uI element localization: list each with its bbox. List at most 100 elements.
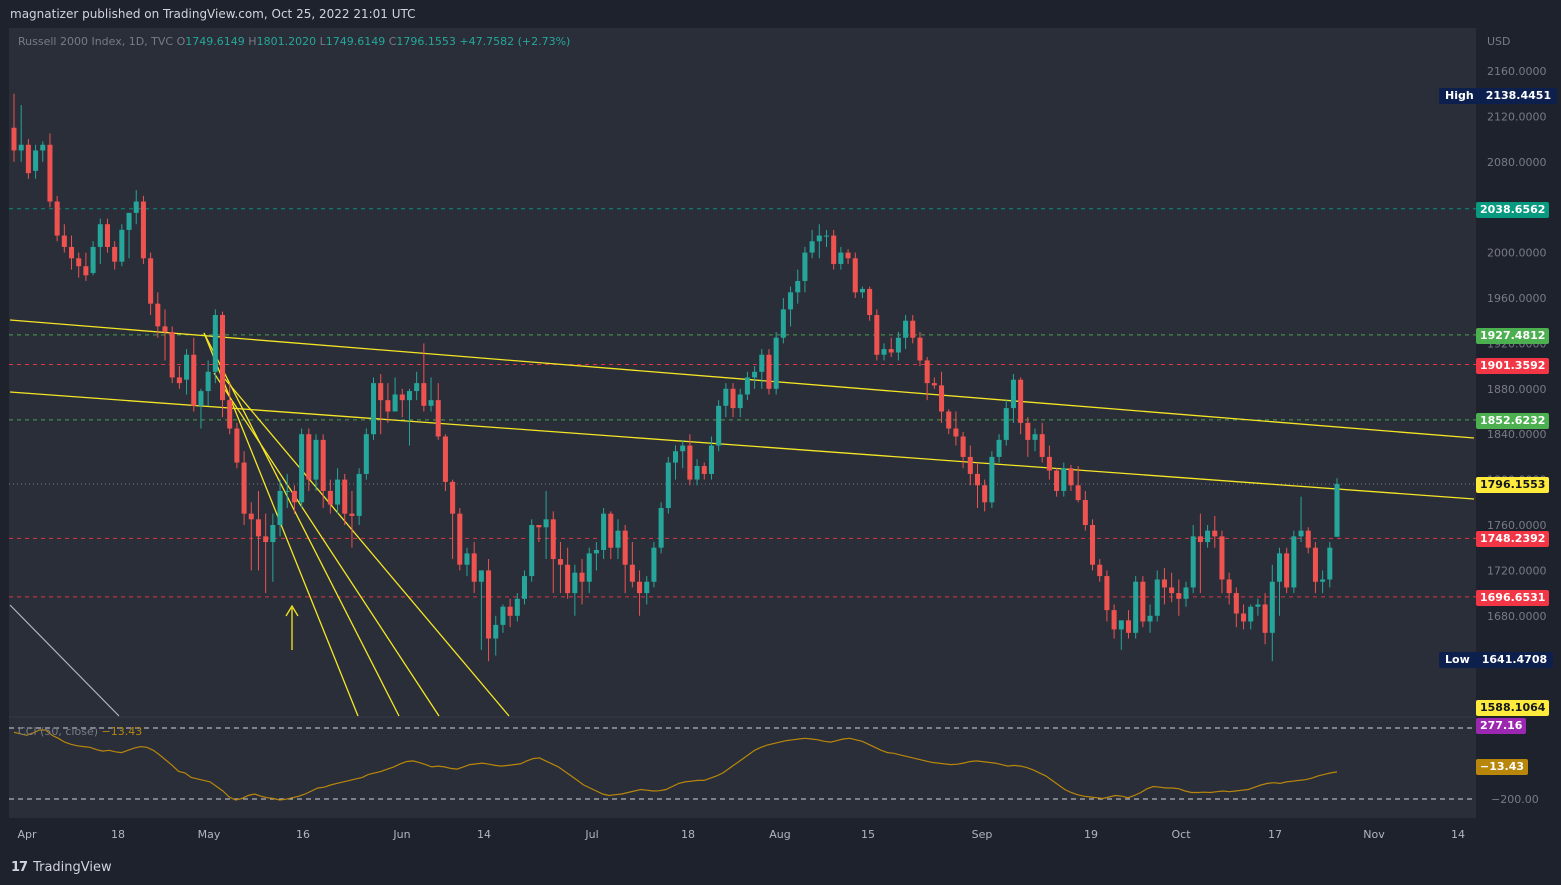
price-tick-label: 1720.0000 <box>1487 564 1547 577</box>
candle-down <box>399 394 405 401</box>
time-tick-label: Oct <box>1171 828 1191 841</box>
footer-bar: 17 TradingView <box>0 852 1561 885</box>
trendline <box>9 319 1475 439</box>
candle-down <box>687 445 693 480</box>
candle-down <box>54 201 60 236</box>
cci-legend[interactable]: CCI (50, close) −13.43 <box>18 725 142 738</box>
price-tick-label: 2080.0000 <box>1487 156 1547 169</box>
candle-down <box>442 436 448 482</box>
candle-down <box>1241 613 1247 622</box>
candle-down <box>852 258 858 293</box>
low-label: L <box>319 35 326 48</box>
candle-down <box>960 436 966 457</box>
candle-down <box>11 127 17 151</box>
candle-up <box>1248 606 1254 622</box>
cci-pane-background <box>9 717 1476 818</box>
symbol-legend[interactable]: Russell 2000 Index, 1D, TVC O1749.6149 H… <box>18 35 570 48</box>
price-tick-label: 2000.0000 <box>1487 247 1547 260</box>
candle-down <box>974 473 981 486</box>
candle-up <box>284 490 290 492</box>
candle-up <box>586 553 592 582</box>
chart-canvas[interactable]: 2160.00002120.00002080.00002040.00002000… <box>9 28 1552 850</box>
candle-down <box>931 383 937 386</box>
price-tick-label: 1760.0000 <box>1487 519 1547 532</box>
candle-down <box>1075 485 1081 501</box>
candle-up <box>615 530 621 548</box>
candle-down <box>1262 604 1268 633</box>
candle-up <box>737 394 743 409</box>
tradingview-logo[interactable]: 17 TradingView <box>11 860 112 875</box>
candle-up <box>1154 579 1160 616</box>
trendline <box>203 332 400 717</box>
candle-down <box>25 144 31 174</box>
candle-down <box>83 266 89 276</box>
trendline <box>9 391 1475 500</box>
trendline <box>223 377 510 717</box>
time-tick-label: 18 <box>111 828 125 841</box>
low-tag-value: 1641.4708 <box>1481 653 1548 666</box>
candle-down <box>565 564 571 594</box>
candle-up <box>795 280 801 293</box>
candle-down <box>1104 576 1110 611</box>
low-tag-label: Low <box>1445 653 1470 666</box>
candle-up <box>33 150 39 171</box>
candle-down <box>234 428 240 463</box>
candle-up <box>838 252 844 264</box>
candle-up <box>903 320 909 338</box>
candle-up <box>205 371 211 392</box>
candle-up <box>672 451 679 463</box>
time-tick-label: 19 <box>1084 828 1098 841</box>
candle-up <box>1061 468 1067 491</box>
candle-up <box>414 383 420 392</box>
candle-up <box>478 570 484 582</box>
candle-up <box>277 490 283 525</box>
candle-up <box>406 391 412 401</box>
candle-down <box>637 581 643 594</box>
candle-down <box>385 400 391 412</box>
candle-up <box>97 224 103 247</box>
time-tick-label: 14 <box>1451 828 1465 841</box>
candle-down <box>1169 587 1175 594</box>
candle-up <box>18 144 24 151</box>
candle-up <box>1133 581 1139 633</box>
cci-tag: 277.16 <box>1476 718 1527 734</box>
candle-up <box>1118 620 1124 630</box>
candle-down <box>148 258 154 304</box>
candle-down <box>219 315 226 401</box>
candle-down <box>1305 530 1311 548</box>
candle-down <box>140 201 146 259</box>
arrow-head <box>285 604 299 617</box>
candle-down <box>622 530 628 565</box>
time-tick-label: Aug <box>769 828 790 841</box>
candle-down <box>306 434 312 480</box>
candle-up <box>270 525 276 543</box>
candle-down <box>1025 422 1031 440</box>
candle-down <box>867 288 873 316</box>
time-tick-label: 17 <box>1268 828 1282 841</box>
publish-info: magnatizer published on TradingView.com,… <box>10 7 416 21</box>
candle-down <box>1111 610 1117 630</box>
candle-down <box>831 235 837 264</box>
price-tick-label: 1880.0000 <box>1487 383 1547 396</box>
candle-down <box>69 246 75 259</box>
cci-name: CCI (50, close) <box>18 725 99 738</box>
candle-up <box>1147 615 1153 622</box>
price-tag: 1796.1553 <box>1476 477 1550 493</box>
price-tick-label: 1840.0000 <box>1487 428 1547 441</box>
candle-down <box>1284 553 1290 588</box>
candle-down <box>241 462 247 514</box>
price-tick-label: 2120.0000 <box>1487 110 1547 123</box>
candle-down <box>1046 456 1052 471</box>
price-tick-label: 1960.0000 <box>1487 292 1547 305</box>
candle-down <box>486 570 492 639</box>
candle-up <box>335 479 341 505</box>
candle-up <box>1032 434 1038 440</box>
trendline-gray <box>9 604 120 717</box>
candle-up <box>809 241 815 253</box>
candle-up <box>370 383 377 435</box>
candle-up <box>40 144 46 151</box>
price-tag: 1588.1064 <box>1476 700 1550 716</box>
candle-down <box>1233 593 1239 614</box>
high-tag-label: High <box>1445 89 1474 102</box>
price-tag: 1696.6531 <box>1476 590 1550 606</box>
